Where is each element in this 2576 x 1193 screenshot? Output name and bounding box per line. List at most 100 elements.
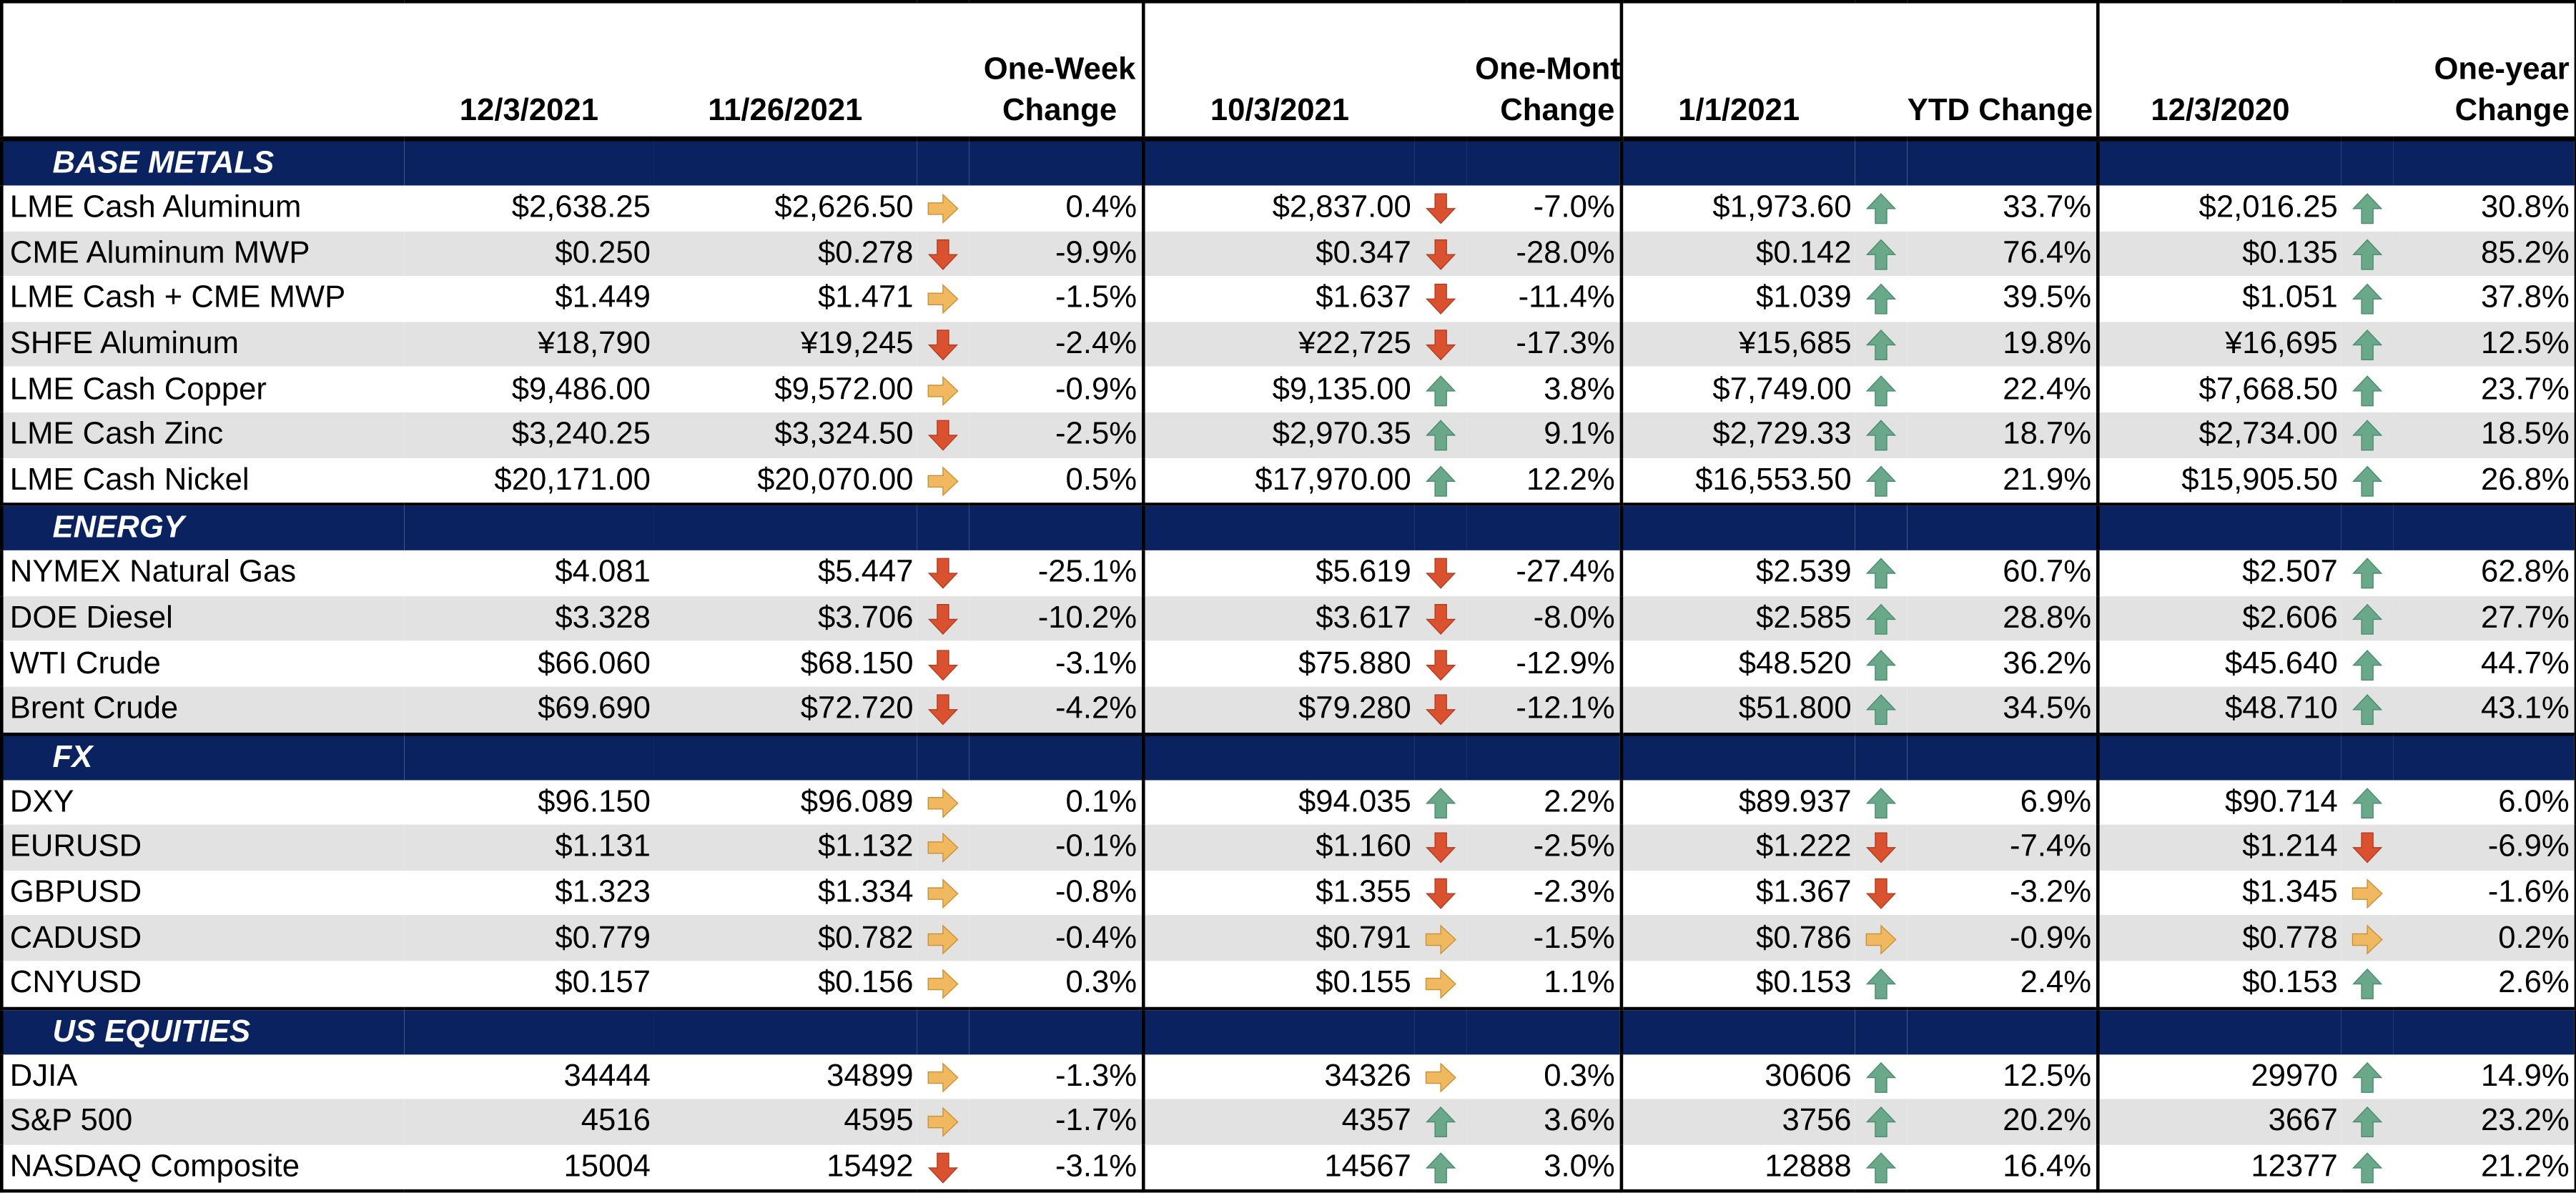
right-arrow-icon — [1425, 924, 1456, 954]
week-ago-value: ¥19,245 — [653, 321, 917, 367]
year-change-value: 30.8% — [2393, 185, 2576, 232]
section-header-cell — [1621, 137, 1855, 186]
up-arrow-icon — [1865, 420, 1897, 451]
up-arrow-icon — [2352, 1107, 2383, 1138]
year-trend-arrow — [2341, 186, 2394, 231]
section-header-cell — [1143, 1006, 1415, 1054]
section-header-cell — [1621, 731, 1855, 780]
table-row: LME Cash Aluminum $2,638.25 $2,626.50 0.4% $… — [0, 185, 2576, 232]
year-change-value: 14.9% — [2393, 1054, 2576, 1099]
month-trend-arrow — [1414, 367, 1467, 412]
current-value: 34444 — [563, 1059, 651, 1094]
current-value: $96.150 — [538, 785, 651, 820]
table-row: LME Cash Zinc $3,240.25 $3,324.50 -2.5% $2,9… — [0, 412, 2576, 458]
up-arrow-icon — [1426, 375, 1456, 406]
month-ago-value: $1.637 — [1316, 282, 1411, 317]
instrument-name: WTI Crude — [0, 641, 405, 687]
week-ago-value: 34899 — [826, 1059, 914, 1094]
month-ago-value: $5.619 — [1316, 555, 1411, 591]
up-arrow-icon — [1865, 193, 1897, 224]
instrument-name: CME Aluminum MWP — [0, 231, 405, 277]
table-row: CADUSD $0.779 $0.782 -0.4% $0.791 -1.5% $0.786… — [0, 915, 2576, 961]
section-header-cell — [1414, 731, 1467, 780]
month-change-value: -12.1% — [1466, 686, 1624, 734]
section-header-cell — [1466, 503, 1624, 551]
ytd-start-value: $89.937 — [1738, 785, 1852, 820]
year-change-value: 2.6% — [2393, 961, 2576, 1008]
up-arrow-icon — [1865, 284, 1897, 315]
week-change-value: -0.4% — [969, 915, 1145, 961]
up-arrow-icon — [1865, 465, 1897, 497]
section-header-cell — [917, 731, 969, 780]
table-row: GBPUSD $1.323 $1.334 -0.8% $1.355 -2.3% $1.367… — [0, 870, 2576, 916]
year-ago-value: 12377 — [2098, 1144, 2341, 1193]
header-month-arrow-spacer — [1414, 0, 1467, 142]
year-ago-value: 3667 — [2098, 1099, 2341, 1145]
month-trend-arrow — [1414, 231, 1467, 277]
week-ago-value: $20,070.00 — [757, 462, 914, 498]
down-arrow-icon — [1426, 239, 1456, 270]
up-arrow-icon — [2352, 330, 2383, 361]
year-change-value: 12.5% — [2393, 321, 2576, 367]
section-header-cell — [1466, 1006, 1624, 1054]
header-week-change: One-Week Change — [969, 0, 1145, 142]
month-change-value: 1.1% — [1466, 961, 1624, 1008]
month-change-value: 9.1% — [1466, 412, 1624, 458]
right-arrow-icon — [927, 833, 959, 863]
section-header-cell — [1414, 1006, 1467, 1054]
month-trend-arrow — [1414, 870, 1467, 915]
ytd-start-value: ¥15,685 — [1621, 321, 1855, 367]
section-header-cell — [1855, 503, 1908, 551]
month-ago-value: $1.355 — [1316, 875, 1411, 911]
header-month-date: 10/3/2021 — [1143, 0, 1415, 142]
instrument-name: LME Cash Nickel — [0, 457, 405, 505]
week-change-value: 0.5% — [969, 457, 1145, 505]
current-value: 15004 — [404, 1144, 654, 1193]
year-ago-value: $2.507 — [2242, 555, 2338, 591]
section-title: US EQUITIES — [0, 1006, 405, 1054]
right-arrow-icon — [1425, 1061, 1456, 1093]
ytd-start-value: $1,973.60 — [1712, 191, 1852, 226]
week-change-value: -0.1% — [969, 824, 1145, 871]
down-arrow-icon — [927, 420, 959, 452]
instrument-name: CADUSD — [0, 915, 405, 961]
month-ago-value: $75.880 — [1298, 646, 1411, 681]
ytd-start-value: 30606 — [1765, 1059, 1852, 1094]
month-ago-value: $9,135.00 — [1272, 372, 1411, 407]
section-header-cell — [1621, 1006, 1855, 1054]
week-ago-value: $9,572.00 — [774, 372, 914, 407]
year-change-value: 62.8% — [2393, 550, 2576, 596]
week-change-value: -0.9% — [969, 367, 1145, 412]
month-ago-value: 14567 — [1143, 1144, 1415, 1193]
ytd-change-value: -3.2% — [1907, 870, 2100, 916]
up-arrow-icon — [1426, 420, 1456, 451]
ytd-trend-arrow — [1855, 1144, 1908, 1193]
ytd-trend-arrow — [1855, 412, 1908, 458]
section-header-row: ENERGY — [0, 503, 2576, 551]
section-header-cell — [2393, 137, 2576, 186]
month-change-value: -27.4% — [1466, 550, 1624, 596]
year-ago-value: $0.778 — [2098, 915, 2341, 961]
table-row: SHFE Aluminum ¥18,790 ¥19,245 -2.4% ¥22,725 -… — [0, 321, 2576, 367]
ytd-trend-arrow — [1855, 277, 1908, 322]
instrument-name: EURUSD — [0, 824, 405, 871]
year-ago-value: $2.606 — [2098, 595, 2341, 642]
current-value: $20,171.00 — [494, 462, 651, 498]
table-row: EURUSD $1.131 $1.132 -0.1% $1.160 -2.5% $1.222… — [0, 824, 2576, 871]
week-ago-value: $3.706 — [653, 595, 917, 642]
month-trend-arrow — [1414, 277, 1467, 322]
month-ago-value: $2,837.00 — [1272, 191, 1411, 226]
month-change-value: -2.3% — [1466, 870, 1624, 916]
ytd-change-value: 22.4% — [1907, 367, 2100, 412]
section-header-cell — [1466, 731, 1624, 780]
ytd-start-value: $2,729.33 — [1621, 412, 1855, 458]
current-value: $66.060 — [538, 646, 651, 681]
up-arrow-icon — [1865, 239, 1897, 270]
month-ago-value: $0.347 — [1143, 231, 1415, 277]
month-change-value: 0.3% — [1466, 1054, 1624, 1099]
section-header-row: US EQUITIES — [0, 1006, 2576, 1054]
header-current-date: 12/3/2021 — [404, 0, 654, 142]
ytd-change-value: 12.5% — [1907, 1054, 2100, 1099]
instrument-name: LME Cash + CME MWP — [0, 276, 405, 322]
